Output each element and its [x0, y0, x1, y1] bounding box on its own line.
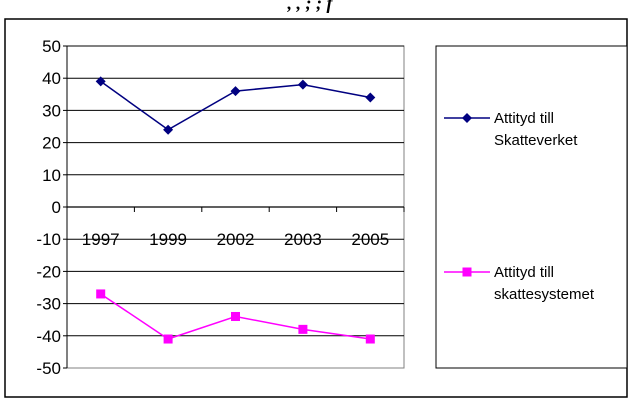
legend-label: Skatteverket [494, 132, 578, 149]
chart-title-fragment: , , ; ; f [287, 0, 335, 13]
data-point-marker [298, 324, 308, 334]
legend-entry-2: Attityd till skattesystemet [444, 264, 595, 303]
y-tick-label: -20 [36, 262, 61, 281]
data-point-marker [297, 79, 308, 90]
x-tick-label: 1999 [149, 230, 187, 249]
data-point-marker [163, 334, 173, 344]
data-point-marker [365, 92, 376, 103]
y-tick-label: -30 [36, 295, 61, 314]
y-tick-label: 30 [42, 101, 61, 120]
legend-label: Attityd till [494, 264, 554, 281]
series-2 [96, 289, 375, 344]
data-point-marker [96, 289, 106, 299]
data-point-marker [163, 124, 174, 135]
y-tick-label: -10 [36, 230, 61, 249]
y-tick-label: -40 [36, 327, 61, 346]
legend-entry-1: Attityd till Skatteverket [444, 110, 578, 149]
data-point-marker [230, 86, 241, 97]
data-point-marker [365, 334, 375, 344]
y-tick-label: 40 [42, 69, 61, 88]
y-tick-label: 0 [52, 198, 61, 217]
legend-box [435, 45, 628, 369]
y-tick-label: 50 [42, 37, 61, 56]
x-tick-label: 1997 [82, 230, 120, 249]
y-tick-label: -50 [36, 359, 61, 378]
series-group [95, 76, 376, 344]
x-tick-label: 2005 [351, 230, 389, 249]
legend-swatch-marker [462, 113, 472, 123]
y-tick-label: 10 [42, 166, 61, 185]
series-1 [95, 76, 376, 135]
legend-label: Attityd till [494, 110, 554, 127]
x-tick-label: 2003 [284, 230, 322, 249]
legend: Attityd till Skatteverket Attityd till skat… [444, 110, 595, 303]
y-axis: 50 40 30 20 10 0 -10 -20 -30 -40 -50 [36, 37, 68, 378]
data-point-marker [231, 311, 240, 321]
x-tick-label: 2002 [217, 230, 255, 249]
x-axis: 1997 1999 2002 2003 2005 [66, 206, 405, 249]
y-tick-label: 20 [42, 134, 61, 153]
legend-swatch-marker [462, 267, 472, 277]
legend-label: skattesystemet [494, 286, 595, 303]
data-point-marker [95, 76, 106, 87]
